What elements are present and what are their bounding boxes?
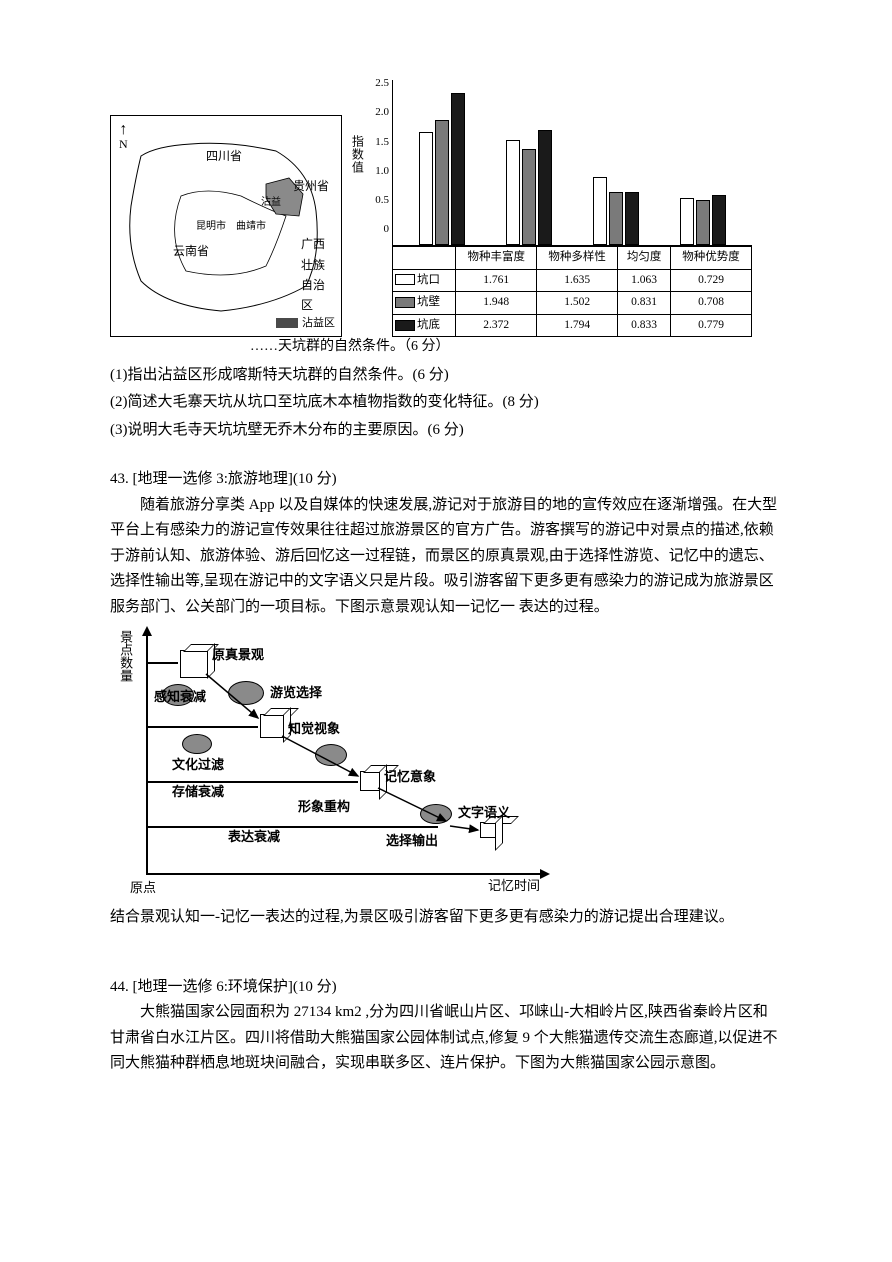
bar <box>435 120 449 245</box>
y-axis-labels: 2.52.01.51.00.50 <box>365 74 389 239</box>
label-kunming: 昆明市 <box>196 218 226 235</box>
bar <box>625 192 639 245</box>
label-yunnan: 云南省 <box>173 241 209 261</box>
bar-group <box>506 130 552 245</box>
diagram-arrows <box>110 626 550 901</box>
q44-title: 44. [地理一选修 6:环境保护](10 分) <box>110 975 782 1001</box>
bar-group <box>593 177 639 245</box>
q43-paragraph: 随着旅游分享类 App 以及自媒体的快速发展,游记对于旅游目的地的宣传效应在逐渐… <box>110 493 782 621</box>
cognition-diagram: 景点数量 原点 记忆时间 原真景观 知觉视象 记忆意象 文字语义 游览选择 形象… <box>110 626 550 901</box>
q43-title: 43. [地理一选修 3:旅游地理](10 分) <box>110 467 782 493</box>
legend-text: 沾益区 <box>302 314 335 333</box>
label-guizhou: 贵州省 <box>293 176 329 196</box>
figure-row: ↑ N 四川省 贵州省 云南省 广西壮族自治区 昆明市 曲靖市 沾益 沾益区 指 <box>110 80 782 337</box>
cropped-line: ……天坑群的自然条件。（6 分） <box>250 335 782 359</box>
bar <box>609 192 623 245</box>
q42-questions: (1)指出沾益区形成喀斯特天坑群的自然条件。(6 分) (2)简述大毛寨天坑从坑… <box>110 363 782 444</box>
bar-group <box>419 93 465 245</box>
bar <box>712 195 726 245</box>
label-zhanyi: 沾益 <box>261 194 281 211</box>
q44-paragraph: 大熊猫国家公园面积为 27134 km2 ,分为四川省岷山片区、邛崃山-大相岭片… <box>110 1000 782 1077</box>
q42-1: (1)指出沾益区形成喀斯特天坑群的自然条件。(6 分) <box>110 363 782 389</box>
q42-2: (2)简述大毛寨天坑从坑口至坑底木本植物指数的变化特征。(8 分) <box>110 390 782 416</box>
map-yunnan: ↑ N 四川省 贵州省 云南省 广西壮族自治区 昆明市 曲靖市 沾益 沾益区 <box>110 115 342 337</box>
bar-group <box>680 195 726 245</box>
chart-data-table: 物种丰富度物种多样性均匀度物种优势度坑口1.7611.6351.0630.729… <box>392 246 752 337</box>
legend-swatch <box>276 318 298 328</box>
bar <box>538 130 552 245</box>
bar <box>680 198 694 245</box>
bar <box>419 132 433 245</box>
label-qujing: 曲靖市 <box>236 218 266 235</box>
q42-3: (3)说明大毛寺天坑坑壁无乔木分布的主要原因。(6 分) <box>110 418 782 444</box>
q43-tail: 结合景观认知一-记忆一表达的过程,为景区吸引游客留下更多更有感染力的游记提出合理… <box>110 905 762 931</box>
map-legend: 沾益区 <box>276 314 335 333</box>
bar <box>696 200 710 245</box>
bar <box>522 149 536 245</box>
bar <box>506 140 520 245</box>
bar <box>451 93 465 245</box>
bar <box>593 177 607 245</box>
label-guangxi: 广西壮族自治区 <box>301 234 335 316</box>
index-bar-chart: 指数值 2.52.01.51.00.50 物种丰富度物种多样性均匀度物种优势度坑… <box>352 80 752 337</box>
label-sichuan: 四川省 <box>206 146 242 166</box>
